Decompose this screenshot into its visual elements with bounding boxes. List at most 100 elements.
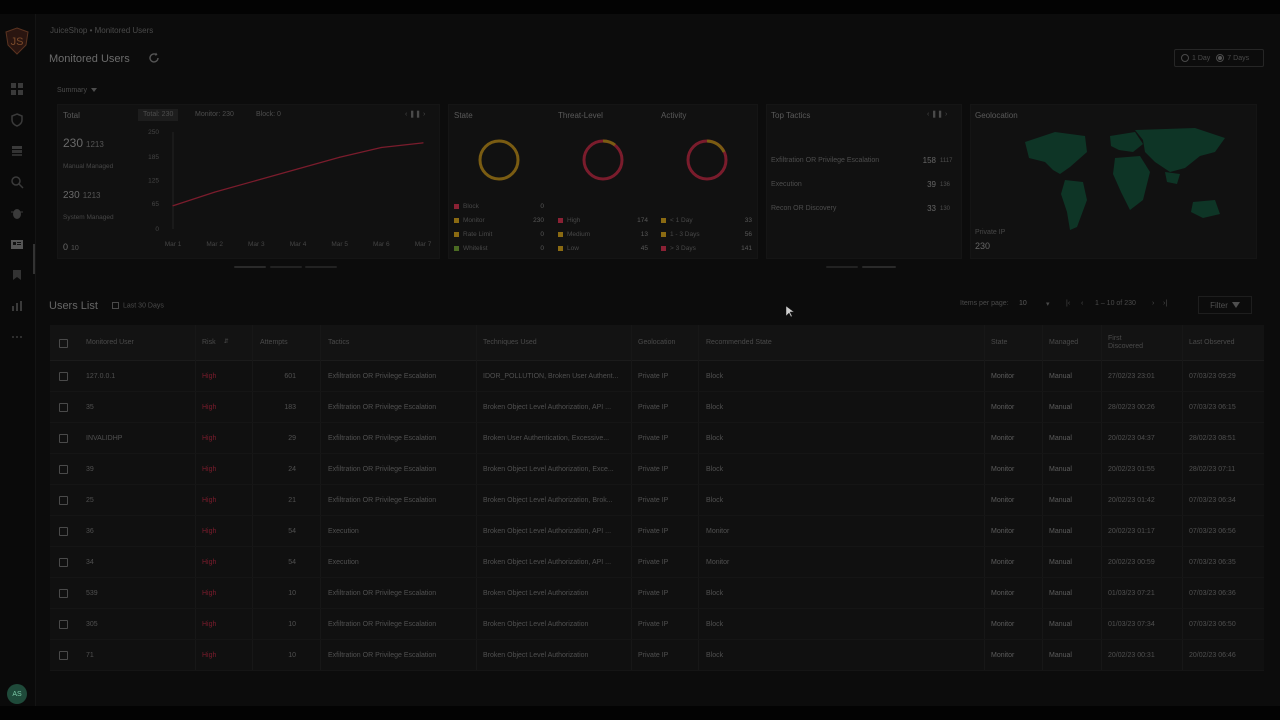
legend-swatch: [454, 232, 459, 237]
cell-attempts: 10: [288, 590, 296, 597]
checkbox[interactable]: [59, 620, 68, 629]
row-checkbox[interactable]: [59, 516, 68, 547]
table-row[interactable]: 25 High 21 Exfiltration OR Privilege Escala…: [50, 485, 1264, 516]
cell-risk: High: [202, 590, 217, 597]
checkbox[interactable]: [59, 465, 68, 474]
checkbox[interactable]: [59, 372, 68, 381]
col-risk[interactable]: Risk ⇵: [202, 325, 229, 361]
col-divider: [1101, 325, 1102, 670]
chevron-down-icon[interactable]: ▾: [1046, 301, 1050, 308]
filter-icon: [1231, 302, 1240, 308]
legend-swatch: [661, 218, 666, 223]
last-page-icon[interactable]: ›|: [1163, 300, 1168, 307]
legend-label: Block: [463, 203, 479, 210]
col-first-discovered[interactable]: First Discovered: [1108, 334, 1144, 350]
col-recommended-state[interactable]: Recommended State: [706, 338, 772, 346]
cell-state: Monitor: [991, 528, 1015, 535]
shield-icon[interactable]: [9, 112, 25, 128]
row-checkbox[interactable]: [59, 547, 68, 578]
checkbox[interactable]: [59, 527, 68, 536]
user-card-icon[interactable]: [9, 236, 25, 252]
avatar[interactable]: AS: [7, 684, 27, 704]
scroll-indicator: [270, 266, 302, 268]
table-row[interactable]: 35 High 183 Exfiltration OR Privilege Escal…: [50, 392, 1264, 423]
users-list-range[interactable]: Last 30 Days: [112, 302, 164, 309]
col-techniques[interactable]: Techniques Used: [483, 338, 537, 346]
row-checkbox[interactable]: [59, 454, 68, 485]
items-per-page-select[interactable]: 10: [1019, 300, 1027, 307]
bug-icon[interactable]: [9, 205, 25, 221]
table-row[interactable]: 34 High 54 Execution Broken Object Level Aut…: [50, 547, 1264, 578]
range-1-day-label[interactable]: 1 Day: [1192, 54, 1211, 62]
first-page-icon[interactable]: |‹: [1066, 300, 1071, 307]
table-row[interactable]: 127.0.0.1 High 601 Exfiltration OR Privileg…: [50, 361, 1264, 392]
col-divider: [476, 325, 477, 670]
search-icon[interactable]: [9, 174, 25, 190]
cell-geo: Private IP: [638, 466, 669, 473]
col-last-observed[interactable]: Last Observed: [1189, 338, 1235, 346]
badge-icon[interactable]: [9, 267, 25, 283]
checkbox[interactable]: [59, 496, 68, 505]
checkbox[interactable]: [59, 434, 68, 443]
cell-rec: Block: [706, 404, 724, 411]
col-tactics[interactable]: Tactics: [328, 338, 350, 346]
prev-page-icon[interactable]: ‹: [1081, 300, 1084, 307]
col-monitored-user[interactable]: Monitored User: [86, 338, 134, 346]
checkbox[interactable]: [59, 651, 68, 660]
col-state[interactable]: State: [991, 338, 1008, 346]
cell-tactics: Execution: [328, 559, 359, 566]
summary-dropdown[interactable]: Summary: [57, 87, 97, 94]
cell-geo: Private IP: [638, 373, 669, 380]
col-attempts[interactable]: Attempts: [260, 338, 288, 346]
table-row[interactable]: 36 High 54 Execution Broken Object Level Aut…: [50, 516, 1264, 547]
row-checkbox[interactable]: [59, 578, 68, 609]
cell-user: 25: [86, 497, 94, 504]
tactic-label: Exfiltration OR Privilege Escalation: [771, 157, 880, 164]
row-checkbox[interactable]: [59, 361, 68, 392]
table-row[interactable]: 71 High 10 Exfiltration OR Privilege Escala…: [50, 640, 1264, 671]
row-checkbox[interactable]: [59, 392, 68, 423]
cell-first: 20/02/23 00:59: [1108, 559, 1155, 566]
col-managed[interactable]: Managed: [1049, 338, 1079, 346]
card-pager-tactics[interactable]: ‹ ❚❚ ›: [927, 111, 948, 118]
date-range-toggle[interactable]: 1 Day 7 Days: [1174, 49, 1264, 67]
more-icon[interactable]: [9, 329, 25, 345]
col-divider: [320, 325, 321, 670]
select-all-checkbox[interactable]: [59, 325, 68, 361]
radio-1-day[interactable]: [1181, 54, 1189, 62]
row-checkbox[interactable]: [59, 640, 68, 671]
cell-user: 127.0.0.1: [86, 373, 116, 380]
checkbox[interactable]: [59, 403, 68, 412]
checkbox[interactable]: [59, 558, 68, 567]
table-row[interactable]: INVALIDHP High 29 Exfiltration OR Privilege…: [50, 423, 1264, 454]
table-row[interactable]: 305 High 10 Exfiltration OR Privilege Escal…: [50, 609, 1264, 640]
filter-button[interactable]: Filter: [1198, 296, 1252, 314]
y-tick-label: 250: [148, 129, 159, 136]
row-checkbox[interactable]: [59, 423, 68, 454]
dashboard-icon[interactable]: [9, 81, 25, 97]
sidebar: JS AS: [0, 14, 36, 706]
analytics-icon[interactable]: [9, 298, 25, 314]
refresh-icon[interactable]: [148, 52, 160, 64]
breadcrumb: JuiceShop • Monitored Users: [50, 26, 154, 35]
cell-state: Monitor: [991, 559, 1015, 566]
card-pager-total[interactable]: ‹ ❚❚ ›: [405, 111, 426, 118]
cell-attempts: 54: [288, 559, 296, 566]
table-row[interactable]: 539 High 10 Exfiltration OR Privilege Escal…: [50, 578, 1264, 609]
legend-swatch: [558, 246, 563, 251]
checkbox[interactable]: [59, 589, 68, 598]
range-7-days-label[interactable]: 7 Days: [1227, 54, 1250, 62]
col-divider: [252, 325, 253, 670]
next-page-icon[interactable]: ›: [1152, 300, 1155, 307]
layers-icon[interactable]: [9, 143, 25, 159]
row-checkbox[interactable]: [59, 485, 68, 516]
radio-7-days[interactable]: [1216, 54, 1225, 62]
row-checkbox[interactable]: [59, 609, 68, 640]
tab-block[interactable]: Block: 0: [256, 111, 281, 118]
threat-card-title: Threat-Level: [558, 111, 603, 120]
table-row[interactable]: 39 High 24 Exfiltration OR Privilege Escala…: [50, 454, 1264, 485]
tab-monitor[interactable]: Monitor: 230: [195, 111, 234, 118]
col-geolocation[interactable]: Geolocation: [638, 338, 676, 346]
tab-total[interactable]: Total: 230: [138, 109, 179, 121]
system-sub: 1213: [82, 191, 101, 200]
